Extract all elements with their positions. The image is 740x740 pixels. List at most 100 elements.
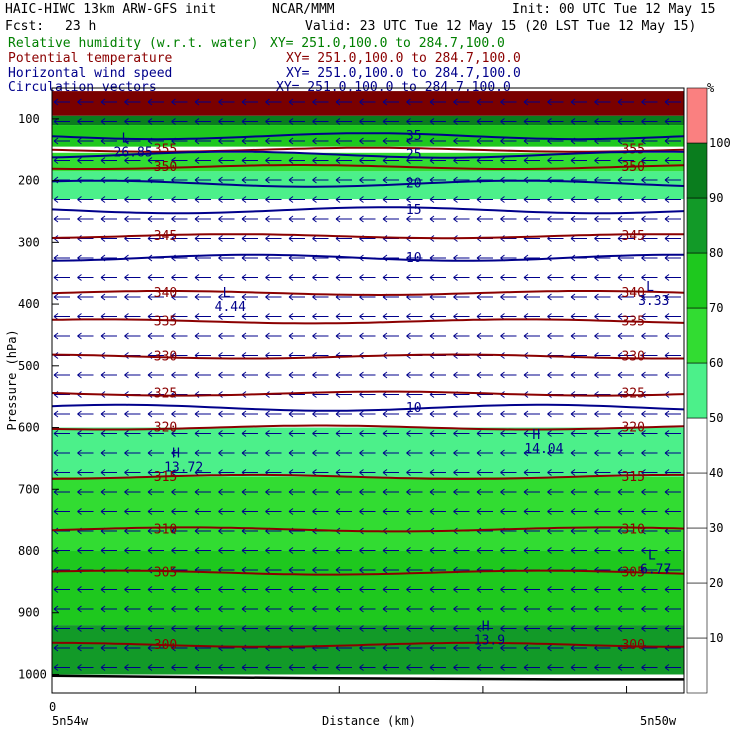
circulation-vector <box>77 410 94 418</box>
circulation-vector <box>288 196 305 203</box>
circulation-vector <box>664 254 681 262</box>
circulation-vector <box>147 293 164 301</box>
circulation-vector <box>570 410 587 418</box>
circulation-vector <box>335 430 352 437</box>
circulation-vector <box>453 508 470 515</box>
circulation-vector <box>288 98 305 106</box>
extremum-kind-2: H <box>172 446 180 461</box>
circulation-vector <box>265 332 282 340</box>
circulation-vector <box>100 215 117 223</box>
circulation-vector <box>594 586 611 593</box>
circulation-vector <box>664 98 681 106</box>
circulation-vector <box>147 488 164 496</box>
circulation-vector <box>194 586 211 593</box>
circulation-vector <box>500 488 517 496</box>
circulation-vector <box>288 488 305 496</box>
theta-label-310-0: 310 <box>154 522 177 537</box>
circulation-vector <box>664 157 681 164</box>
circulation-vector <box>500 98 517 106</box>
circulation-vector <box>523 157 540 164</box>
circulation-vector <box>570 469 587 476</box>
extremum-kind-5: H <box>482 619 490 634</box>
circulation-vector <box>265 235 282 242</box>
extremum-value-2: 13.72 <box>164 460 203 475</box>
circulation-vector <box>100 488 117 496</box>
circulation-vector <box>453 469 470 476</box>
circulation-vector <box>359 157 376 164</box>
circulation-vector <box>523 98 540 106</box>
circulation-vector <box>570 586 587 593</box>
circulation-vector <box>476 469 493 476</box>
circulation-vector <box>359 430 376 437</box>
circulation-vector <box>53 449 70 457</box>
circulation-vector <box>100 547 117 554</box>
circulation-vector <box>523 625 540 632</box>
circulation-vector <box>77 625 94 632</box>
circulation-vector <box>476 449 493 457</box>
circulation-vector <box>570 313 587 320</box>
circulation-vector <box>77 157 94 164</box>
colorbar-label-90: 90 <box>709 191 723 205</box>
circulation-vector <box>265 566 282 574</box>
circulation-vector <box>335 605 352 613</box>
circulation-vector <box>218 118 235 125</box>
circulation-vector <box>335 196 352 203</box>
circulation-vector <box>617 625 634 632</box>
circulation-vector <box>476 508 493 515</box>
circulation-vector <box>100 644 117 652</box>
y-tick-label-1000: 1000 <box>18 667 47 681</box>
x-start-label: 5n54w <box>52 714 89 728</box>
circulation-vector <box>453 410 470 418</box>
theta-label-315-0: 315 <box>154 470 177 485</box>
theta-label-330-0: 330 <box>154 350 177 365</box>
circulation-vector <box>265 371 282 379</box>
circulation-vector <box>147 586 164 593</box>
circulation-vector <box>241 371 258 379</box>
circulation-vector <box>429 469 446 476</box>
circulation-vector <box>547 215 564 223</box>
circulation-vector <box>359 176 376 184</box>
circulation-vector <box>500 410 517 418</box>
circulation-vector <box>641 274 658 281</box>
circulation-vector <box>429 313 446 320</box>
circulation-vector <box>382 566 399 574</box>
circulation-vector <box>429 625 446 632</box>
circulation-vector <box>241 508 258 515</box>
circulation-vector <box>124 274 141 281</box>
circulation-vector <box>124 196 141 203</box>
circulation-vector <box>218 586 235 593</box>
y-tick-label-800: 800 <box>18 544 40 558</box>
circulation-vector <box>547 547 564 554</box>
circulation-vector <box>312 371 329 379</box>
wind-label-25-1: 25 <box>406 148 422 163</box>
circulation-vector <box>523 586 540 593</box>
circulation-vector <box>171 215 188 223</box>
colorbar-segment-0 <box>686 637 708 694</box>
circulation-vector <box>359 215 376 223</box>
circulation-vector <box>147 625 164 632</box>
y-tick-label-900: 900 <box>18 606 40 620</box>
circulation-vector <box>476 664 493 671</box>
circulation-vector <box>100 664 117 671</box>
colorbar-label-80: 80 <box>709 246 723 260</box>
circulation-vector <box>100 625 117 632</box>
circulation-vector <box>406 274 423 281</box>
wind-contour-35-0 <box>51 132 685 141</box>
surface-line <box>51 674 684 681</box>
circulation-vector <box>265 625 282 632</box>
circulation-vector <box>335 332 352 340</box>
circulation-vector <box>523 449 540 457</box>
circulation-vector <box>100 293 117 301</box>
circulation-vector <box>453 625 470 632</box>
extremum-kind-6: L <box>122 132 130 147</box>
circulation-vector <box>617 664 634 671</box>
circulation-vector <box>594 98 611 106</box>
circulation-vector <box>641 449 658 457</box>
circulation-vector <box>53 215 70 223</box>
circulation-vector <box>335 586 352 593</box>
circulation-vector <box>406 664 423 671</box>
circulation-vector <box>453 196 470 203</box>
circulation-vector <box>124 215 141 223</box>
circulation-vector <box>547 625 564 632</box>
circulation-vector <box>241 410 258 418</box>
